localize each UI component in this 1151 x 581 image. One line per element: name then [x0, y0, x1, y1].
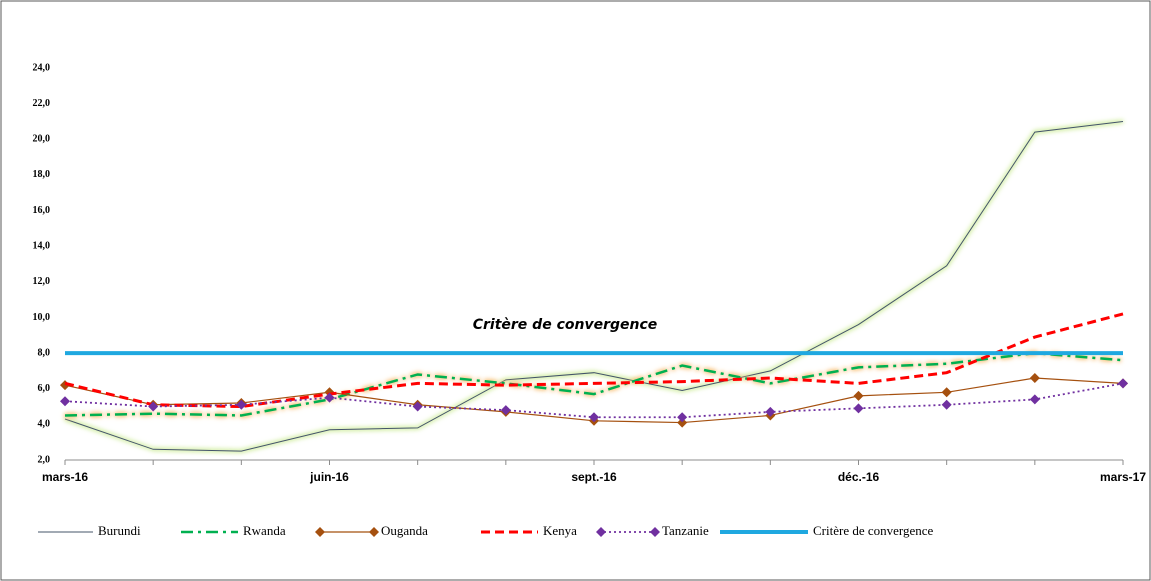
legend-label: Kenya	[543, 523, 577, 538]
legend-label: Ouganda	[381, 523, 428, 538]
legend-label: Critère de convergence	[813, 523, 934, 538]
x-tick-label: déc.-16	[838, 470, 880, 484]
y-tick-label: 10,0	[33, 312, 51, 323]
legend-marker	[596, 527, 606, 537]
data-point	[60, 396, 70, 407]
data-point	[324, 392, 335, 403]
legend-marker	[369, 527, 379, 537]
data-point	[1118, 378, 1128, 389]
data-point	[765, 406, 776, 417]
line-series	[64, 120, 1124, 452]
y-tick-label: 8,0	[38, 347, 51, 358]
data-point	[853, 390, 864, 401]
line-series	[64, 351, 1124, 417]
data-point	[148, 401, 159, 412]
legend-marker	[650, 527, 660, 537]
data-point	[1029, 373, 1040, 384]
line-series	[64, 312, 1124, 409]
y-tick-label: 18,0	[33, 169, 51, 180]
data-point	[853, 403, 864, 414]
x-tick-label: mars-16	[42, 470, 88, 484]
data-point	[589, 412, 599, 423]
legend-label: Rwanda	[243, 523, 286, 538]
data-point	[941, 399, 952, 410]
legend-label: Tanzanie	[662, 523, 709, 538]
y-tick-label: 12,0	[33, 276, 51, 287]
data-point	[677, 417, 688, 428]
y-tick-label: 24,0	[33, 62, 51, 73]
y-tick-label: 14,0	[33, 240, 51, 251]
y-tick-label: 16,0	[33, 205, 51, 216]
x-tick-label: sept.-16	[571, 470, 617, 484]
data-point	[500, 405, 511, 416]
data-point	[677, 412, 688, 423]
y-tick-label: 2,0	[38, 454, 51, 465]
legend-label: Burundi	[98, 523, 141, 538]
data-point	[1029, 394, 1040, 405]
data-point	[236, 399, 247, 410]
data-point	[412, 401, 423, 412]
data-point	[941, 387, 952, 398]
legend-marker	[315, 527, 325, 537]
annotation: Critère de convergence	[473, 317, 658, 333]
y-tick-label: 4,0	[38, 419, 51, 430]
y-tick-label: 20,0	[33, 134, 51, 145]
y-tick-label: 22,0	[33, 98, 51, 109]
x-tick-label: mars-17	[1100, 470, 1146, 484]
y-tick-label: 6,0	[38, 383, 51, 394]
x-tick-label: juin-16	[309, 470, 349, 484]
